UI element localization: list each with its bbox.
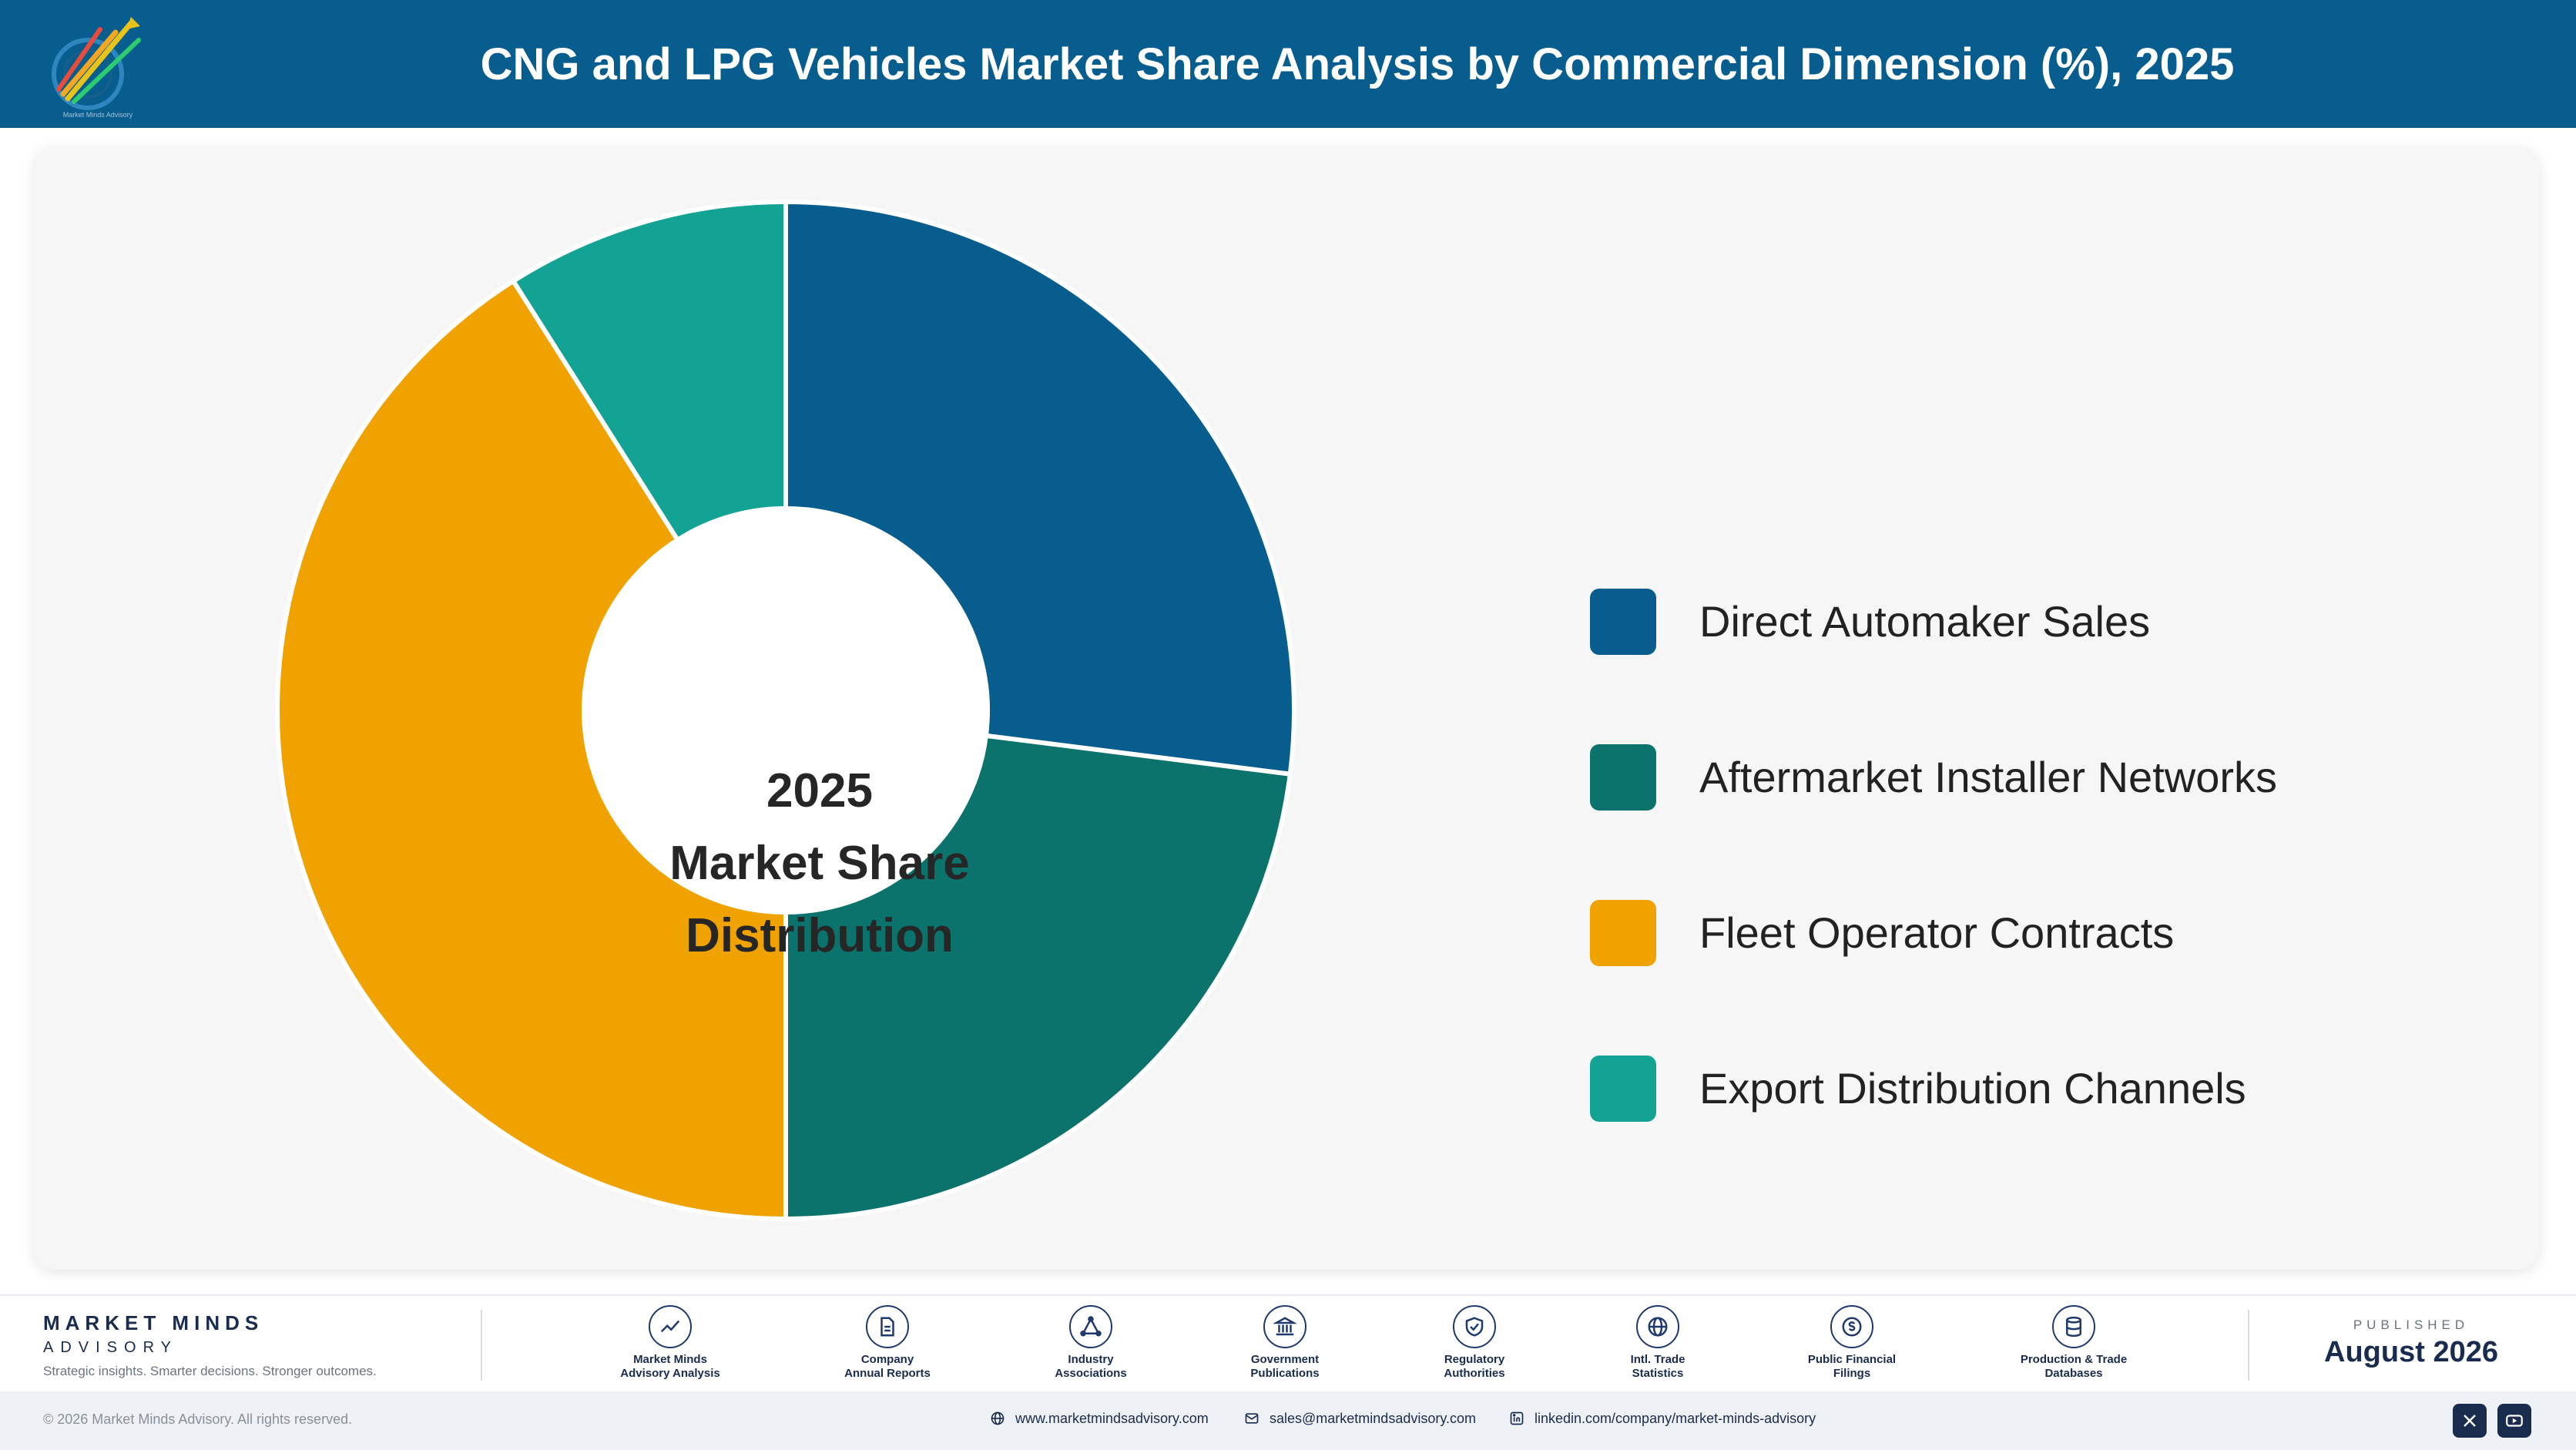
source-item: Industry Associations <box>1014 1305 1168 1381</box>
legend-item: Fleet Operator Contracts <box>1590 900 2277 1056</box>
trend-line-icon <box>649 1305 692 1348</box>
center-label-line-2: Market Share <box>669 837 970 890</box>
chart-panel: 2025 Market Share Distribution Direct Au… <box>34 146 2539 1270</box>
source-item: Market Minds Advisory Analysis <box>593 1305 747 1381</box>
source-label: Regulatory Authorities <box>1444 1353 1505 1380</box>
source-item: Intl. Trade Statistics <box>1581 1305 1735 1381</box>
legend-label: Direct Automaker Sales <box>1699 597 2151 646</box>
source-label: Government Publications <box>1250 1353 1320 1380</box>
brand-tagline: Strategic insights. Smarter decisions. S… <box>43 1364 377 1378</box>
published-label: PUBLISHED <box>2353 1317 2470 1332</box>
database-icon <box>2052 1305 2095 1348</box>
document-icon <box>866 1305 909 1348</box>
legend-swatch <box>1590 1056 1656 1122</box>
legend-item: Export Distribution Channels <box>1590 1056 2277 1211</box>
svg-text:Market Minds Advisory: Market Minds Advisory <box>63 111 133 119</box>
linkedin-link[interactable]: linkedin.com/company/market-minds-adviso… <box>1508 1410 1816 1427</box>
source-label: Market Minds Advisory Analysis <box>620 1353 720 1380</box>
brand-subtitle: ADVISORY <box>43 1339 178 1356</box>
donut-chart <box>275 199 1297 1222</box>
market-minds-logo: Market Minds Advisory <box>52 17 141 119</box>
copyright: © 2026 Market Minds Advisory. All rights… <box>43 1411 353 1427</box>
coin-icon <box>1830 1305 1873 1348</box>
globe-icon <box>989 1410 1006 1427</box>
source-item: Production & Trade Databases <box>1997 1305 2151 1381</box>
chart-title: CNG and LPG Vehicles Market Share Analys… <box>480 39 2235 89</box>
donut-center-label: 2025 Market Share Distribution <box>635 755 1005 972</box>
source-item: Public Financial Filings <box>1775 1305 1929 1381</box>
legend-item: Aftermarket Installer Networks <box>1590 744 2277 900</box>
brand-name: MARKET MINDS <box>43 1311 264 1334</box>
donut-hole <box>584 509 988 912</box>
website-link[interactable]: www.marketmindsadvisory.com <box>989 1410 1209 1427</box>
footer-divider <box>2248 1310 2249 1381</box>
email-text: sales@marketmindsadvisory.com <box>1270 1410 1477 1426</box>
source-item: Government Publications <box>1208 1305 1362 1381</box>
shield-check-icon <box>1453 1305 1496 1348</box>
source-item: Company Annual Reports <box>810 1305 964 1381</box>
source-label: Intl. Trade Statistics <box>1630 1353 1685 1380</box>
legend-label: Fleet Operator Contracts <box>1699 908 2175 957</box>
source-label: Company Annual Reports <box>844 1353 931 1380</box>
youtube-icon[interactable] <box>2497 1404 2531 1438</box>
header-bar: Market Minds Advisory CNG and LPG Vehicl… <box>0 0 2576 128</box>
source-label: Industry Associations <box>1055 1353 1127 1380</box>
linkedin-icon <box>1508 1410 1525 1427</box>
footer: MARKET MINDS ADVISORY Strategic insights… <box>0 1294 2576 1391</box>
center-label-line-3: Distribution <box>686 909 954 962</box>
linkedin-text: linkedin.com/company/market-minds-adviso… <box>1535 1410 1816 1426</box>
x-icon[interactable] <box>2453 1404 2487 1438</box>
network-icon <box>1069 1305 1112 1348</box>
source-label: Public Financial Filings <box>1807 1353 1897 1380</box>
globe-icon <box>1636 1305 1679 1348</box>
website-text: www.marketmindsadvisory.com <box>1015 1410 1209 1426</box>
email-link[interactable]: sales@marketmindsadvisory.com <box>1243 1410 1476 1427</box>
mail-icon <box>1243 1410 1260 1427</box>
footer-divider <box>481 1310 482 1381</box>
source-label: Production & Trade Databases <box>2020 1353 2128 1380</box>
footer-bottom-bar: © 2026 Market Minds Advisory. All rights… <box>0 1391 2576 1450</box>
legend-swatch <box>1590 744 1656 811</box>
source-item: Regulatory Authorities <box>1397 1305 1551 1381</box>
legend-label: Export Distribution Channels <box>1699 1064 2246 1113</box>
legend-label: Aftermarket Installer Networks <box>1699 753 2277 801</box>
legend-item: Direct Automaker Sales <box>1590 589 2277 744</box>
legend: Direct Automaker Sales Aftermarket Insta… <box>1590 589 2277 1211</box>
published-date: August 2026 <box>2324 1336 2498 1368</box>
legend-swatch <box>1590 900 1656 966</box>
legend-swatch <box>1590 589 1656 655</box>
center-label-year: 2025 <box>766 764 873 817</box>
government-building-icon <box>1263 1305 1306 1348</box>
